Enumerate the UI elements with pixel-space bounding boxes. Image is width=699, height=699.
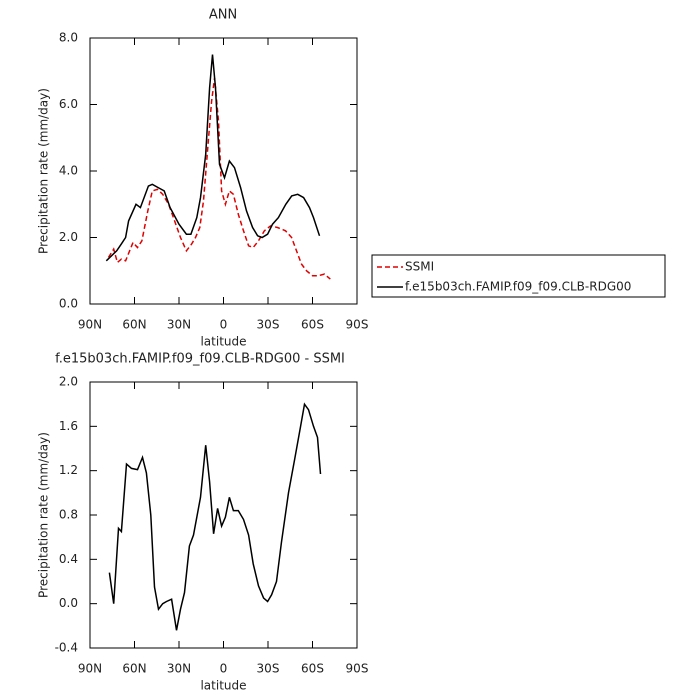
y-tick-label: 0.0 bbox=[59, 596, 78, 610]
y-tick-label: 1.6 bbox=[59, 419, 78, 433]
x-tick-label: 0 bbox=[220, 662, 228, 676]
legend-label: f.e15b03ch.FAMIP.f09_f09.CLB-RDG00 bbox=[405, 280, 631, 294]
x-tick-label: 30S bbox=[257, 318, 280, 332]
y-tick-label: 0.8 bbox=[59, 508, 78, 522]
x-axis-label: latitude bbox=[200, 335, 246, 349]
x-tick-label: 30N bbox=[167, 318, 191, 332]
legend-label: SSMI bbox=[405, 260, 434, 274]
x-tick-label: 60S bbox=[301, 662, 324, 676]
x-tick-label: 30N bbox=[167, 662, 191, 676]
y-tick-label: 4.0 bbox=[59, 164, 78, 178]
y-axis-label: Precipitation rate (mm/day) bbox=[37, 432, 51, 598]
x-tick-label: 0 bbox=[220, 318, 228, 332]
plot-frame bbox=[89, 381, 358, 649]
y-tick-label: 0.0 bbox=[59, 297, 78, 311]
x-tick-label: 90S bbox=[346, 662, 369, 676]
y-tick-label: 6.0 bbox=[59, 97, 78, 111]
series-line bbox=[108, 402, 322, 631]
y-tick-label: 8.0 bbox=[59, 31, 78, 45]
x-tick-label: 60N bbox=[122, 318, 146, 332]
x-tick-label: 60N bbox=[122, 662, 146, 676]
y-tick-label: 0.4 bbox=[59, 552, 78, 566]
series-line bbox=[105, 54, 321, 262]
x-tick-label: 90S bbox=[346, 318, 369, 332]
x-tick-label: 30S bbox=[257, 662, 280, 676]
y-tick-label: 2.0 bbox=[59, 230, 78, 244]
legend-box bbox=[371, 254, 666, 298]
x-tick-label: 60S bbox=[301, 318, 324, 332]
x-tick-label: 90N bbox=[78, 662, 102, 676]
chart-title: ANN bbox=[209, 8, 237, 23]
y-axis-label: Precipitation rate (mm/day) bbox=[37, 88, 51, 254]
plot-frame bbox=[89, 37, 358, 305]
series-line bbox=[107, 77, 331, 280]
y-tick-label: 1.2 bbox=[59, 463, 78, 477]
x-axis-label: latitude bbox=[200, 679, 246, 693]
y-tick-label: 2.0 bbox=[59, 375, 78, 389]
y-tick-label: -0.4 bbox=[55, 641, 78, 655]
chart-title: f.e15b03ch.FAMIP.f09_f09.CLB-RDG00 - SSM… bbox=[55, 352, 345, 367]
x-tick-label: 90N bbox=[78, 318, 102, 332]
